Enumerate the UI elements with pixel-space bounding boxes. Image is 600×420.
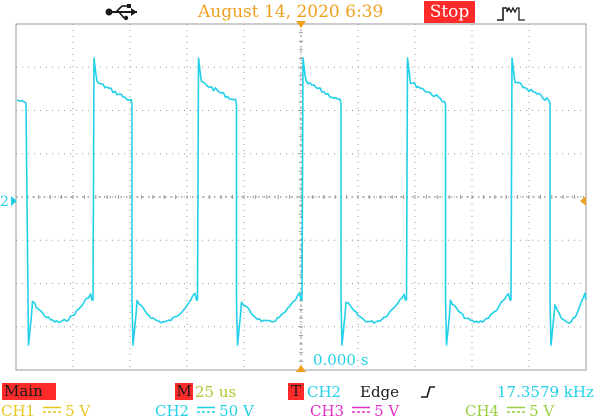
trigger-level-marker[interactable] xyxy=(580,196,586,206)
ch2-ground-marker[interactable] xyxy=(11,196,17,206)
ch2-name: CH2 xyxy=(155,402,190,420)
ch2-marker-label: 2 xyxy=(0,194,9,210)
ch2-setting[interactable]: CH2 50 V xyxy=(155,402,254,420)
status-bar: Main M 25 us T CH2 Edge 17.3579 kHz xyxy=(0,383,600,401)
trigger-position-marker-bottom[interactable] xyxy=(296,365,306,372)
dc-coupling-icon xyxy=(43,406,62,413)
trigger-time-readout: 0.000 s xyxy=(313,351,368,369)
ch4-scale: 5 V xyxy=(529,402,555,420)
ch3-name: CH3 xyxy=(310,402,345,420)
run-stop-button[interactable]: Stop xyxy=(424,1,475,23)
ch3-scale: 5 V xyxy=(374,402,400,420)
trigger-position-marker-top[interactable] xyxy=(296,21,306,28)
ch1-name: CH1 xyxy=(1,402,36,420)
ch1-setting[interactable]: CH1 5 V xyxy=(1,402,90,420)
timebase-badge[interactable]: M xyxy=(175,382,193,400)
trigger-type: Edge xyxy=(360,383,400,401)
ch3-setting[interactable]: CH3 5 V xyxy=(310,402,399,420)
ch4-setting[interactable]: CH4 5 V xyxy=(465,402,554,420)
ch2-scale: 50 V xyxy=(219,402,254,420)
rising-edge-icon xyxy=(421,386,435,398)
main-menu-button[interactable]: Main xyxy=(2,383,56,400)
ch4-name: CH4 xyxy=(465,402,500,420)
channel-bar: CH1 5 V CH2 50 V CH3 5 V CH4 5 V xyxy=(0,402,600,420)
ch1-scale: 5 V xyxy=(65,402,91,420)
timebase-value: 25 us xyxy=(195,383,237,401)
trigger-badge[interactable]: T xyxy=(288,383,304,400)
date-time: August 14, 2020 6:39 xyxy=(198,2,384,22)
usb-icon xyxy=(105,4,137,21)
trigger-pulse-icon xyxy=(497,6,525,21)
dc-coupling-icon xyxy=(352,406,371,413)
ch2-waveform xyxy=(16,57,587,346)
top-status-bar: August 14, 2020 6:39 Stop xyxy=(0,0,600,24)
graticule xyxy=(15,23,587,371)
dc-coupling-icon xyxy=(197,406,216,413)
dc-coupling-icon xyxy=(507,406,526,413)
frequency-readout: 17.3579 kHz xyxy=(497,383,594,401)
trigger-source: CH2 xyxy=(307,383,342,401)
